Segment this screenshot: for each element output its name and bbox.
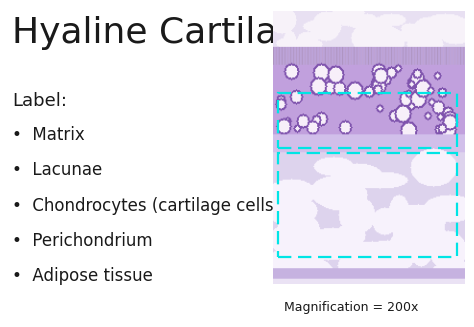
Text: Magnification = 200x: Magnification = 200x [284,301,419,314]
Text: •  Lacunae: • Lacunae [12,161,102,179]
Bar [278,153,457,257]
Text: •  Perichondrium: • Perichondrium [12,232,153,250]
Text: •  Matrix: • Matrix [12,126,84,144]
Bar [278,94,457,148]
Text: Hyaline Cartilage: Hyaline Cartilage [12,16,322,50]
Text: •  Adipose tissue: • Adipose tissue [12,267,153,285]
Text: •  Chondrocytes (cartilage cells): • Chondrocytes (cartilage cells) [12,197,280,215]
Text: Label:: Label: [12,92,67,110]
